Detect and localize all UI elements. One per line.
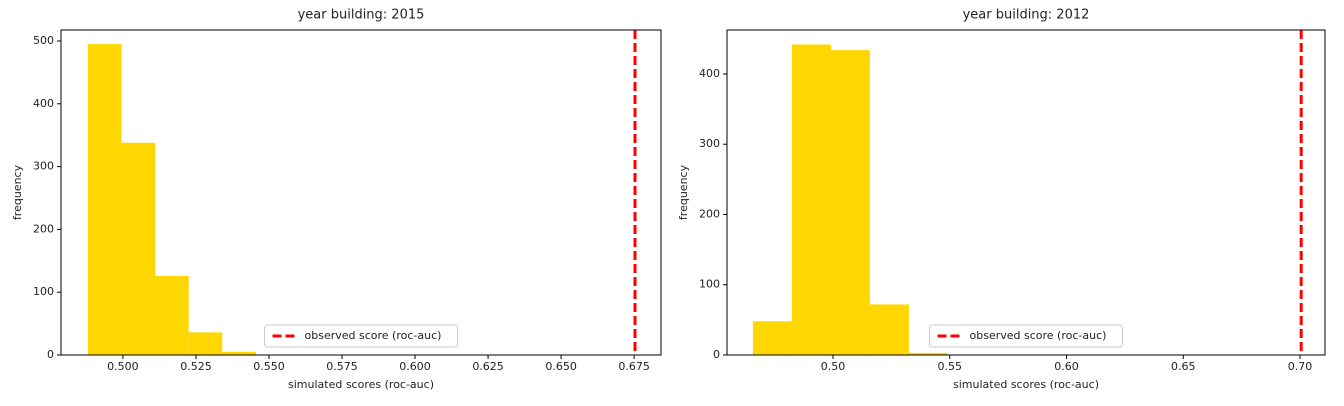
axes-frame [60,29,662,356]
bar [222,351,256,355]
y-axis-label: frequency [677,164,690,220]
x-tick-label: 0.525 [180,360,212,373]
bar [121,142,156,355]
x-axis-label: simulated scores (roc-auc) [288,378,434,391]
x-tick-label: 0.600 [399,360,431,373]
y-tick-label: 400 [33,97,54,110]
legend: observed score (roc-auc) [929,324,1123,348]
legend: observed score (roc-auc) [264,324,458,348]
x-tick-label: 0.65 [1171,360,1196,373]
y-tick-label: 500 [33,34,54,47]
x-tick-label: 0.650 [545,360,577,373]
legend-label: observed score (roc-auc) [970,329,1107,342]
axes-frame [726,29,1326,356]
x-tick-label: 0.60 [1054,360,1079,373]
x-tick-label: 0.55 [938,360,963,373]
x-tick-label: 0.70 [1288,360,1313,373]
x-tick-label: 0.550 [253,360,285,373]
y-tick-label: 400 [699,67,720,80]
y-tick-label: 100 [33,285,54,298]
y-tick-label: 200 [699,207,720,220]
bar [188,332,223,355]
y-axis-label: frequency [11,164,24,220]
chart-title: year building: 2015 [298,8,425,23]
x-tick-label: 0.50 [821,360,846,373]
x-tick-label: 0.675 [618,360,650,373]
x-axis-label: simulated scores (roc-auc) [953,378,1099,391]
x-tick-label: 0.500 [107,360,139,373]
legend-box [929,324,1123,348]
bar [791,44,831,356]
y-tick-label: 0 [47,348,54,361]
y-tick-label: 200 [33,222,54,235]
bar [752,321,792,355]
bar [87,44,122,356]
x-tick-label: 0.575 [326,360,358,373]
bar [908,352,948,355]
legend-box [264,324,458,348]
legend-label: observed score (roc-auc) [305,329,442,342]
y-tick-label: 0 [713,348,720,361]
y-tick-label: 300 [699,137,720,150]
bar [155,275,189,355]
chart-title: year building: 2012 [963,8,1090,23]
bar [830,50,870,355]
y-tick-label: 300 [33,160,54,173]
bar [869,304,909,355]
x-tick-label: 0.625 [472,360,504,373]
y-tick-label: 100 [699,278,720,291]
